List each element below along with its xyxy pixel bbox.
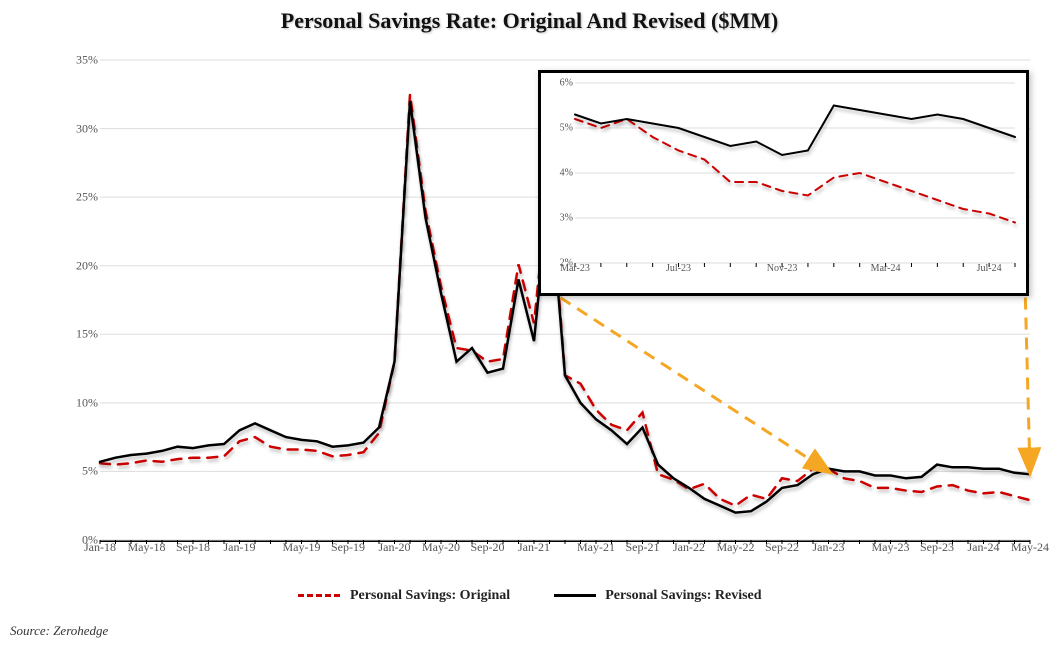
inset-plot: 2%3%4%5%6%Mar-23Jul-23Nov-23Mar-24Jul-24 bbox=[575, 83, 1015, 263]
chart-page: { "title": "Personal Savings Rate: Origi… bbox=[0, 0, 1059, 645]
xtick-label: May-18 bbox=[128, 540, 166, 555]
legend-label-original: Personal Savings: Original bbox=[350, 588, 510, 603]
inset-ytick-label: 5% bbox=[543, 123, 573, 134]
legend-item-original: Personal Savings: Original bbox=[298, 588, 510, 604]
legend-item-revised: Personal Savings: Revised bbox=[554, 588, 762, 604]
ytick-label: 15% bbox=[58, 327, 98, 342]
xtick-label: Jan-21 bbox=[518, 540, 550, 555]
inset-xtick-label: Mar-23 bbox=[560, 263, 590, 274]
xtick-label: Sep-19 bbox=[331, 540, 365, 555]
xtick-label: May-20 bbox=[422, 540, 460, 555]
xtick-label: Sep-20 bbox=[471, 540, 505, 555]
ytick-label: 5% bbox=[58, 464, 98, 479]
xtick-label: May-22 bbox=[717, 540, 755, 555]
inset-xtick-label: Jul-24 bbox=[977, 263, 1002, 274]
ytick-label: 0% bbox=[58, 533, 98, 548]
inset-panel: 2%3%4%5%6%Mar-23Jul-23Nov-23Mar-24Jul-24 bbox=[538, 70, 1029, 296]
xtick-label: May-23 bbox=[872, 540, 910, 555]
xtick-label: May-21 bbox=[577, 540, 615, 555]
xtick-label: Sep-23 bbox=[920, 540, 954, 555]
inset-ytick-label: 3% bbox=[543, 213, 573, 224]
xtick-label: Sep-18 bbox=[176, 540, 210, 555]
inset-ytick-label: 6% bbox=[543, 78, 573, 89]
xtick-label: Jan-20 bbox=[379, 540, 411, 555]
xtick-label: May-19 bbox=[283, 540, 321, 555]
xtick-label: Jan-23 bbox=[813, 540, 845, 555]
legend-label-revised: Personal Savings: Revised bbox=[605, 588, 761, 603]
chart-title: Personal Savings Rate: Original And Revi… bbox=[0, 0, 1059, 34]
legend: Personal Savings: Original Personal Savi… bbox=[60, 588, 1000, 604]
legend-swatch-revised bbox=[554, 594, 596, 597]
ytick-label: 25% bbox=[58, 190, 98, 205]
inset-xtick-label: Nov-23 bbox=[767, 263, 798, 274]
xtick-label: Sep-22 bbox=[765, 540, 799, 555]
inset-xtick-label: Jul-23 bbox=[666, 263, 691, 274]
legend-swatch-original bbox=[298, 594, 340, 597]
xtick-label: Jan-19 bbox=[224, 540, 256, 555]
ytick-label: 35% bbox=[58, 53, 98, 68]
source-label: Source: Zerohedge bbox=[10, 623, 108, 639]
xtick-label: May-24 bbox=[1011, 540, 1049, 555]
xtick-label: Jan-24 bbox=[968, 540, 1000, 555]
xtick-label: Sep-21 bbox=[626, 540, 660, 555]
inset-chart-svg bbox=[575, 83, 1015, 263]
inset-xtick-label: Mar-24 bbox=[871, 263, 901, 274]
ytick-label: 30% bbox=[58, 121, 98, 136]
xtick-label: Jan-22 bbox=[673, 540, 705, 555]
inset-ytick-label: 4% bbox=[543, 168, 573, 179]
ytick-label: 10% bbox=[58, 395, 98, 410]
ytick-label: 20% bbox=[58, 258, 98, 273]
